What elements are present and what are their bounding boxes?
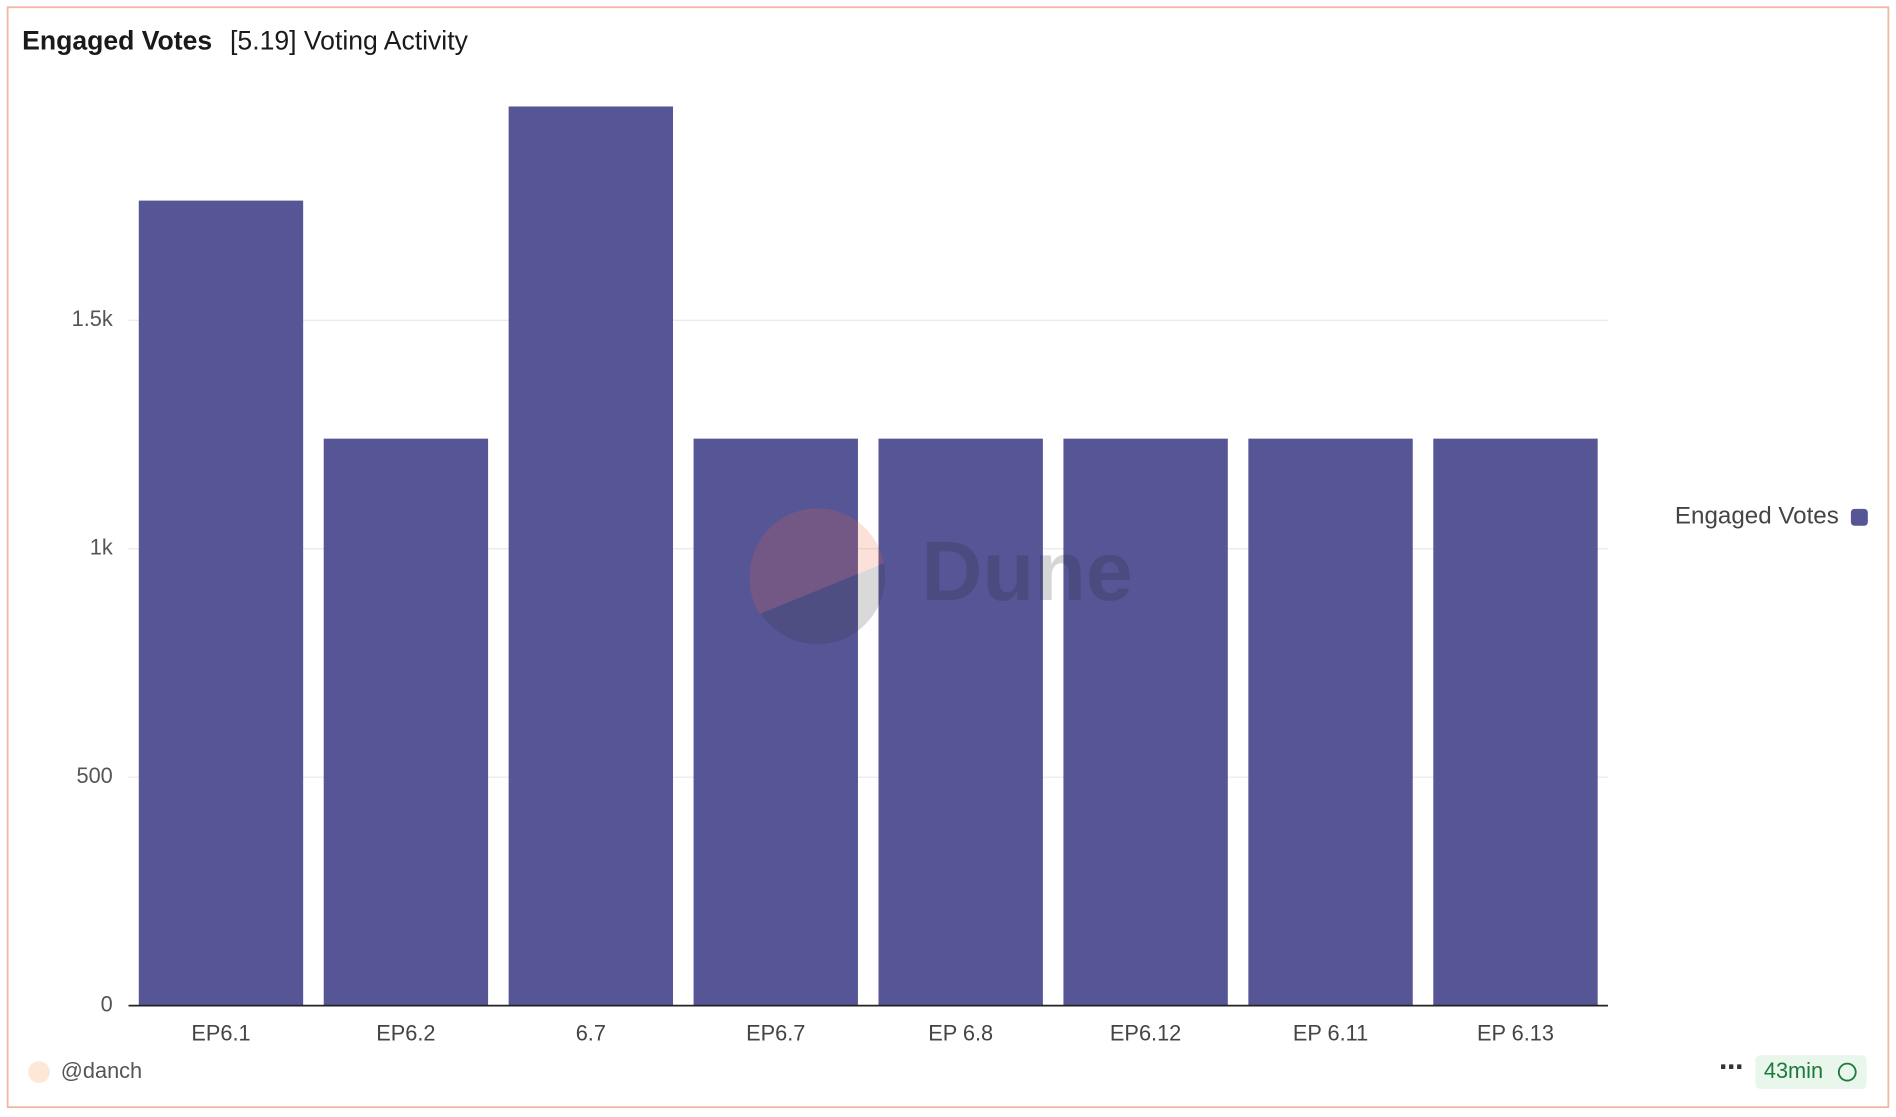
x-tick-label: EP 6.8	[928, 1020, 993, 1045]
x-tick-label: 6.7	[576, 1020, 606, 1045]
bar	[1433, 438, 1598, 1006]
bar	[323, 438, 489, 1006]
legend-label: Engaged Votes	[1675, 503, 1839, 530]
refresh-time: 43min	[1764, 1058, 1823, 1083]
watermark-text: Dune	[921, 523, 1132, 618]
watermark: Dune	[749, 508, 1133, 645]
author[interactable]: @danch	[61, 1058, 142, 1083]
x-tick-label: EP6.7	[746, 1020, 805, 1045]
x-tick-label: EP6.12	[1110, 1020, 1181, 1045]
watermark-logo	[749, 508, 886, 645]
bar	[138, 200, 304, 1006]
x-tick-label: EP6.2	[376, 1020, 435, 1045]
menu-dots[interactable]: ⋯	[1719, 1054, 1743, 1081]
bar	[693, 438, 858, 1006]
refresh-icon	[1837, 1062, 1857, 1082]
bar	[878, 438, 1043, 1006]
watermark-logo-part	[749, 508, 884, 615]
y-tick-label: 0	[101, 991, 113, 1016]
x-tick-label: EP6.1	[191, 1020, 250, 1045]
x-tick-label: EP 6.11	[1293, 1020, 1368, 1045]
chart-title: Engaged Votes	[22, 25, 212, 55]
chart-subtitle: [5.19] Voting Activity	[230, 25, 469, 55]
bar	[1063, 438, 1228, 1006]
y-tick-label: 500	[76, 763, 112, 788]
y-tick-label: 1.5k	[72, 306, 113, 331]
refresh-badge[interactable]	[1755, 1055, 1867, 1090]
legend-swatch	[1850, 508, 1868, 526]
y-tick-label: 1k	[90, 534, 113, 559]
author-avatar	[28, 1061, 50, 1083]
bar	[1248, 438, 1413, 1006]
bar	[508, 106, 674, 1006]
x-tick-label: EP 6.13	[1477, 1020, 1554, 1045]
